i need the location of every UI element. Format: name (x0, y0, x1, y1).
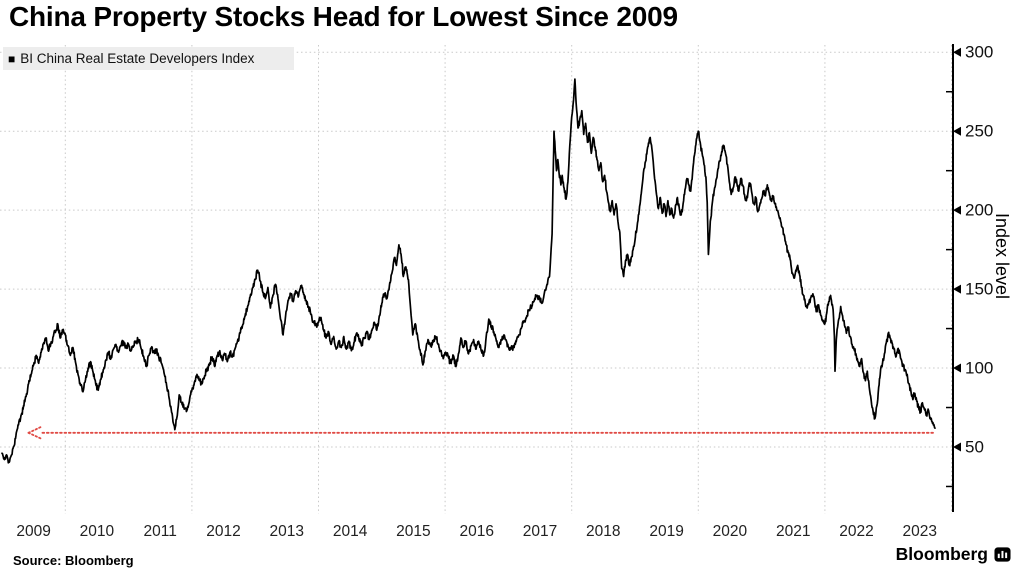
reference-arrowhead-icon (27, 431, 44, 441)
y-tick-label: 50 (965, 437, 984, 456)
chart-title: China Property Stocks Head for Lowest Si… (9, 1, 678, 32)
x-tick-label: 2018 (586, 523, 620, 540)
x-tick-label: 2010 (80, 523, 115, 540)
y-tick-label: 200 (965, 201, 993, 220)
x-tick-label: 2014 (333, 523, 368, 540)
y-tick-label: 100 (965, 359, 993, 378)
bloomberg-logo-text: Bloomberg (895, 544, 988, 564)
x-tick-label: 2009 (16, 523, 50, 540)
x-tick-label: 2023 (903, 523, 937, 540)
series-line (1, 78, 936, 464)
reference-arrowhead-icon (27, 425, 44, 434)
x-tick-label: 2015 (396, 523, 430, 540)
y-major-tick (953, 363, 961, 373)
x-tick-label: 2011 (144, 523, 177, 540)
y-tick-label: 150 (965, 280, 993, 299)
x-tick-label: 2021 (776, 523, 810, 540)
y-major-tick (953, 284, 961, 294)
legend-swatch-icon: ■ (8, 51, 16, 66)
x-tick-label: 2017 (523, 523, 557, 540)
y-major-tick (953, 205, 961, 215)
y-tick-label: 250 (965, 122, 993, 141)
y-major-tick (953, 47, 961, 57)
bloomberg-logo: Bloomberg (896, 544, 1011, 565)
y-axis-title: Index level (992, 213, 1012, 300)
x-tick-label: 2016 (459, 523, 493, 540)
y-major-tick (953, 126, 961, 136)
x-tick-label: 2019 (649, 523, 683, 540)
x-tick-label: 2022 (839, 523, 873, 540)
x-tick-label: 2013 (270, 523, 304, 540)
bloomberg-terminal-icon (994, 547, 1011, 562)
legend-series-label: BI China Real Estate Developers Index (20, 51, 255, 66)
source-label: Source: Bloomberg (13, 553, 134, 568)
y-major-tick (953, 442, 961, 452)
x-tick-label: 2012 (206, 523, 240, 540)
legend: ■ BI China Real Estate Developers Index (3, 47, 295, 70)
x-tick-label: 2020 (713, 523, 748, 540)
y-tick-label: 300 (965, 43, 993, 62)
